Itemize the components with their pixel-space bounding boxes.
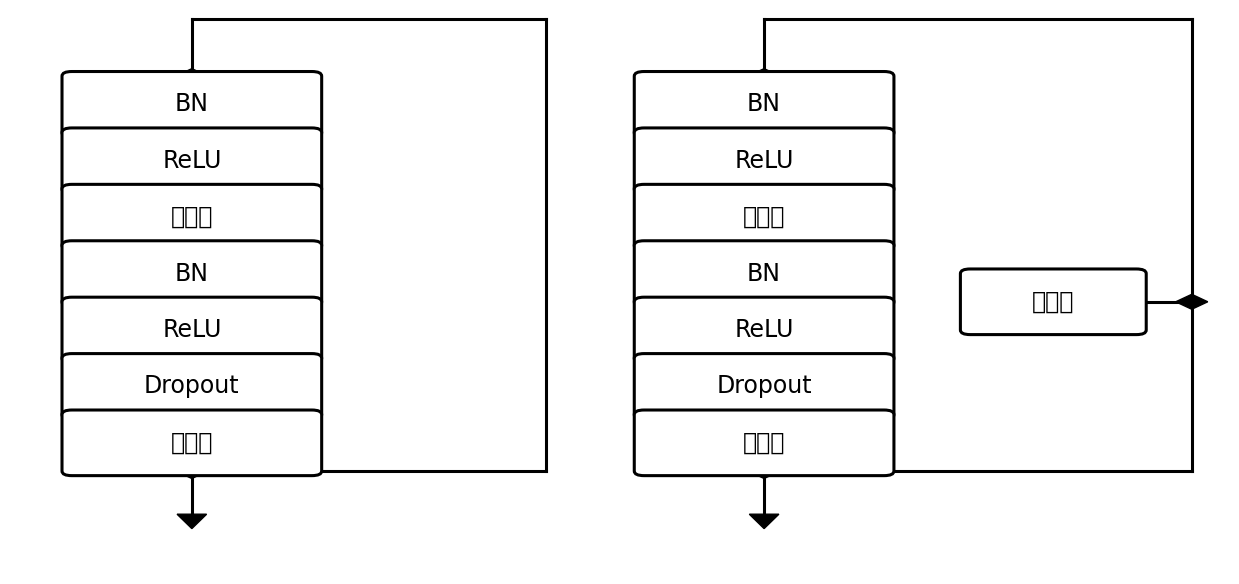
FancyBboxPatch shape <box>62 128 322 193</box>
Text: 卷积层: 卷积层 <box>171 205 213 229</box>
Text: 池化层: 池化层 <box>1032 290 1074 314</box>
Text: ReLU: ReLU <box>162 149 222 173</box>
Text: ReLU: ReLU <box>735 149 794 173</box>
Text: BN: BN <box>175 92 209 116</box>
FancyBboxPatch shape <box>62 241 322 307</box>
Polygon shape <box>748 464 781 478</box>
FancyBboxPatch shape <box>634 241 895 307</box>
FancyBboxPatch shape <box>62 353 322 419</box>
Text: BN: BN <box>175 262 209 286</box>
Text: BN: BN <box>747 262 781 286</box>
FancyBboxPatch shape <box>62 71 322 137</box>
Polygon shape <box>748 69 781 84</box>
FancyBboxPatch shape <box>634 71 895 137</box>
FancyBboxPatch shape <box>62 185 322 250</box>
FancyBboxPatch shape <box>62 297 322 363</box>
Polygon shape <box>177 514 207 529</box>
FancyBboxPatch shape <box>634 297 895 363</box>
Text: Dropout: Dropout <box>144 374 239 398</box>
Polygon shape <box>176 69 208 84</box>
FancyBboxPatch shape <box>62 410 322 475</box>
Text: 卷积层: 卷积层 <box>171 431 213 455</box>
FancyBboxPatch shape <box>634 185 895 250</box>
FancyBboxPatch shape <box>634 410 895 475</box>
Polygon shape <box>176 464 208 478</box>
Text: Dropout: Dropout <box>716 374 812 398</box>
Polygon shape <box>750 514 779 529</box>
FancyBboxPatch shape <box>634 353 895 419</box>
Text: 卷积层: 卷积层 <box>743 205 786 229</box>
Text: ReLU: ReLU <box>162 318 222 342</box>
FancyBboxPatch shape <box>634 128 895 193</box>
FancyBboxPatch shape <box>960 269 1146 335</box>
Text: ReLU: ReLU <box>735 318 794 342</box>
Polygon shape <box>1176 294 1208 310</box>
Text: 卷积层: 卷积层 <box>743 431 786 455</box>
Text: BN: BN <box>747 92 781 116</box>
